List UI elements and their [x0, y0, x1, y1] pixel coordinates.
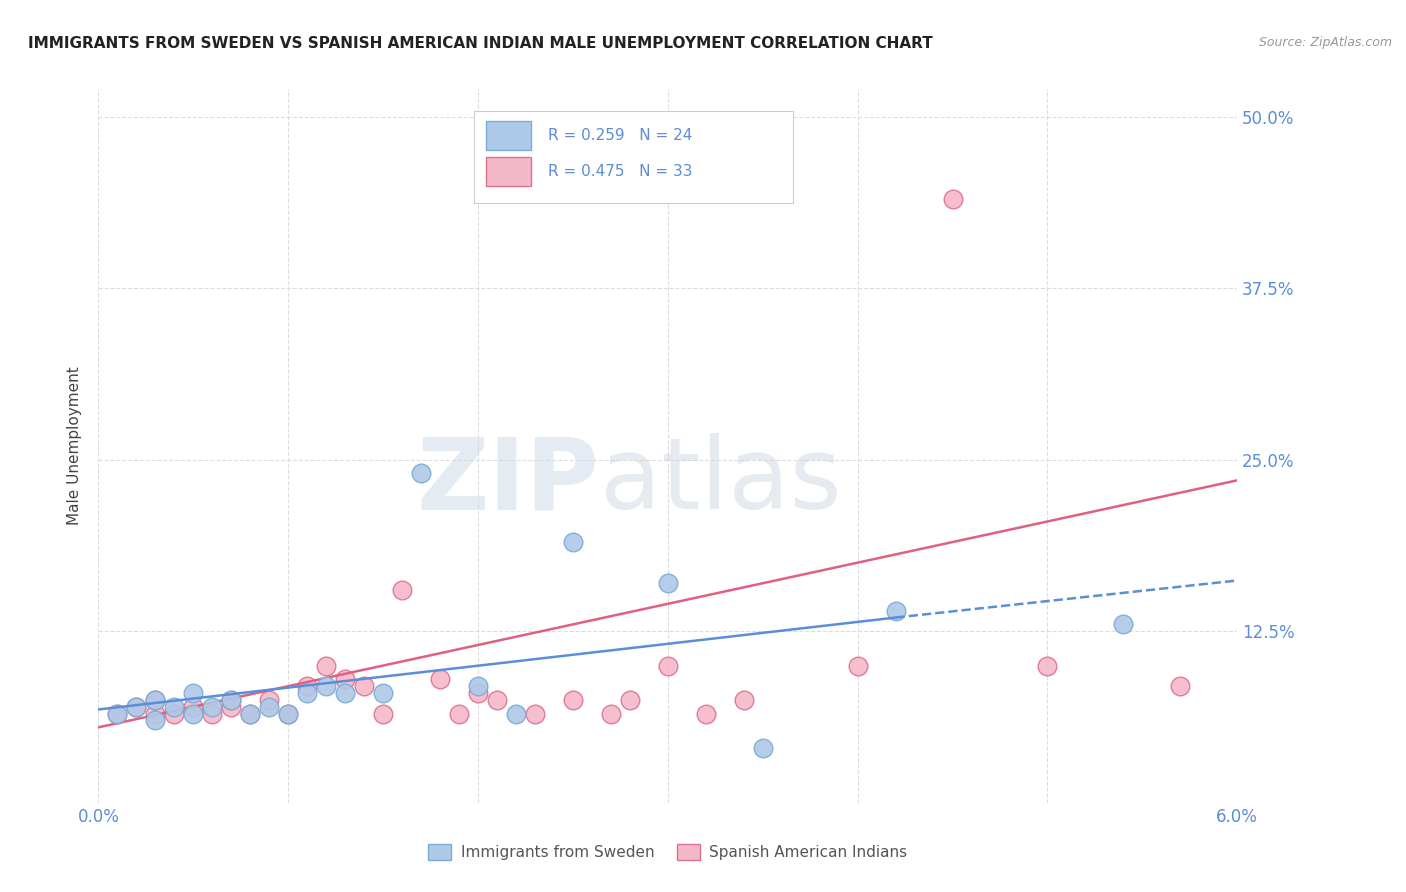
FancyBboxPatch shape — [485, 121, 531, 150]
Point — [201, 706, 224, 721]
FancyBboxPatch shape — [485, 157, 531, 186]
Point — [524, 706, 547, 721]
Point — [695, 706, 717, 721]
Point — [201, 699, 224, 714]
Point — [467, 686, 489, 700]
Point — [562, 693, 585, 707]
Point — [183, 706, 205, 721]
Point — [335, 673, 357, 687]
Point — [505, 706, 527, 721]
Point — [657, 576, 679, 591]
Point — [562, 535, 585, 549]
Point — [733, 693, 755, 707]
Point — [600, 706, 623, 721]
Point — [183, 699, 205, 714]
Text: ZIP: ZIP — [416, 434, 599, 530]
Point — [125, 699, 148, 714]
Point — [163, 706, 186, 721]
Point — [942, 192, 965, 206]
Y-axis label: Male Unemployment: Male Unemployment — [67, 367, 83, 525]
Point — [297, 686, 319, 700]
Point — [221, 693, 243, 707]
Point — [163, 699, 186, 714]
Point — [259, 693, 281, 707]
Text: IMMIGRANTS FROM SWEDEN VS SPANISH AMERICAN INDIAN MALE UNEMPLOYMENT CORRELATION : IMMIGRANTS FROM SWEDEN VS SPANISH AMERIC… — [28, 36, 932, 51]
Point — [145, 714, 167, 728]
Point — [259, 699, 281, 714]
Text: atlas: atlas — [599, 434, 841, 530]
Point — [429, 673, 451, 687]
Point — [277, 706, 299, 721]
Text: R = 0.259   N = 24: R = 0.259 N = 24 — [548, 128, 693, 143]
Point — [467, 679, 489, 693]
Point — [1036, 658, 1059, 673]
Legend: Immigrants from Sweden, Spanish American Indians: Immigrants from Sweden, Spanish American… — [422, 838, 914, 866]
Point — [486, 693, 509, 707]
Point — [846, 658, 869, 673]
Point — [145, 693, 167, 707]
Point — [183, 686, 205, 700]
Point — [884, 604, 907, 618]
Point — [107, 706, 129, 721]
Point — [1112, 617, 1135, 632]
Point — [657, 658, 679, 673]
Point — [371, 706, 394, 721]
Point — [277, 706, 299, 721]
Point — [125, 699, 148, 714]
Text: Source: ZipAtlas.com: Source: ZipAtlas.com — [1258, 36, 1392, 49]
Point — [239, 706, 262, 721]
Point — [297, 679, 319, 693]
Point — [221, 693, 243, 707]
FancyBboxPatch shape — [474, 111, 793, 203]
Point — [315, 679, 337, 693]
Point — [145, 693, 167, 707]
Point — [221, 699, 243, 714]
Point — [315, 658, 337, 673]
Point — [145, 706, 167, 721]
Point — [1170, 679, 1192, 693]
Point — [449, 706, 471, 721]
Point — [371, 686, 394, 700]
Point — [239, 706, 262, 721]
Point — [411, 467, 433, 481]
Point — [752, 740, 775, 755]
Point — [107, 706, 129, 721]
Point — [353, 679, 375, 693]
Point — [391, 583, 413, 598]
Text: R = 0.475   N = 33: R = 0.475 N = 33 — [548, 164, 693, 178]
Point — [335, 686, 357, 700]
Point — [619, 693, 641, 707]
